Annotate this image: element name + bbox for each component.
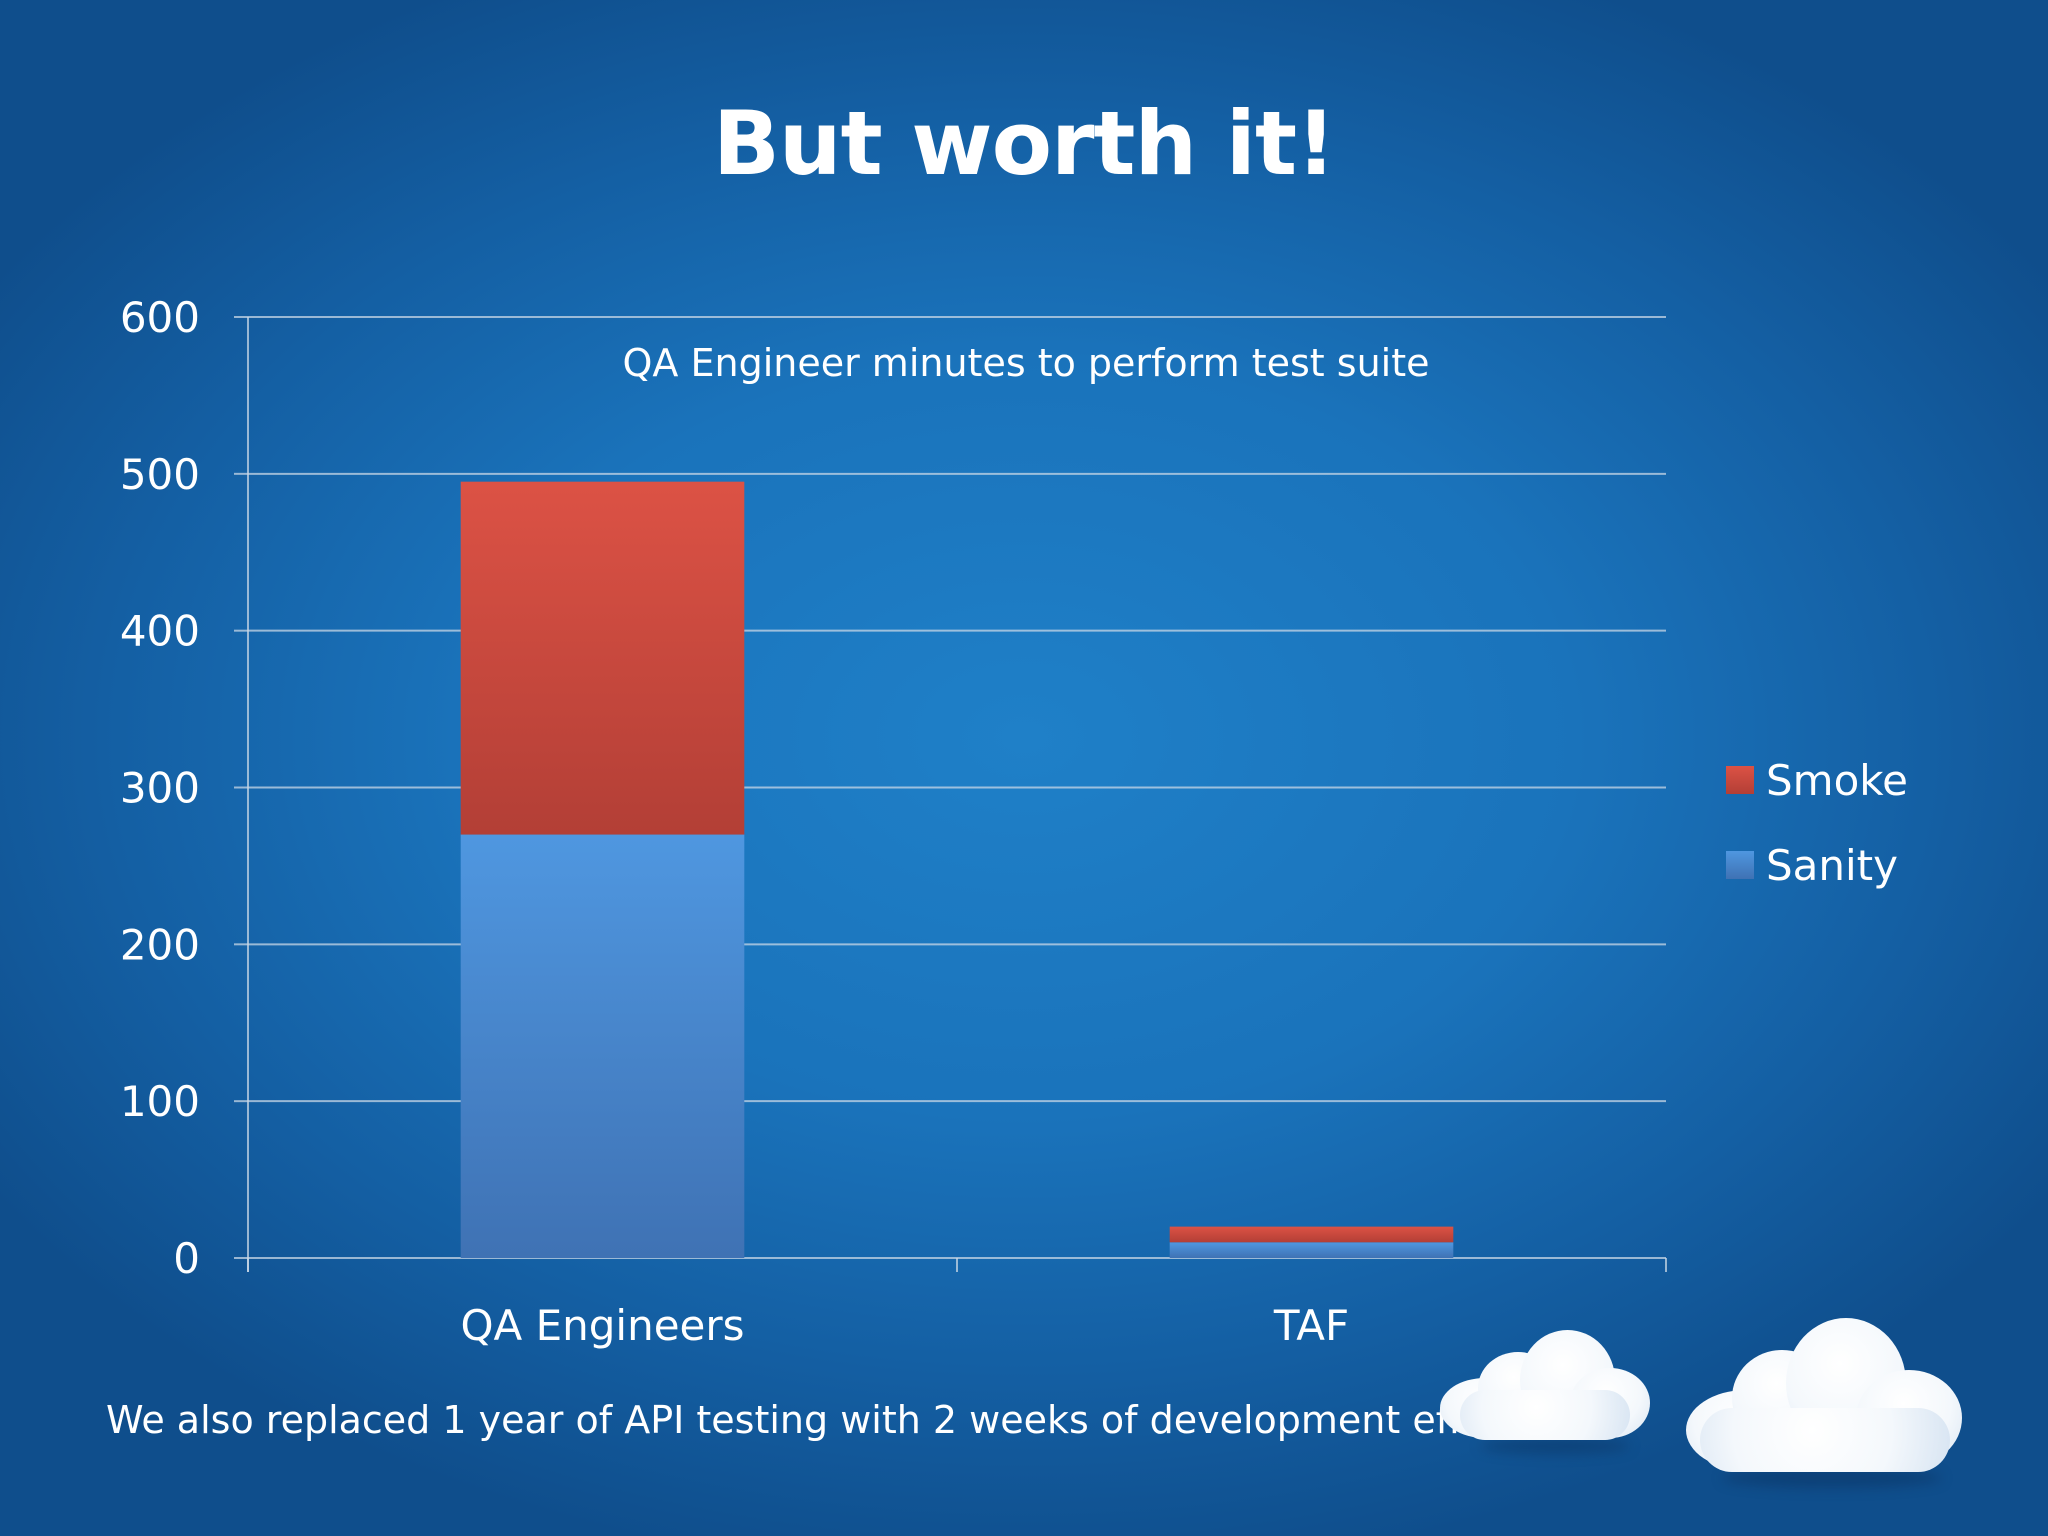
bars	[460, 481, 1454, 1258]
legend-label-sanity: Sanity	[1766, 841, 1898, 890]
cloud-small-icon	[1440, 1330, 1650, 1460]
y-tick-label: 400	[120, 607, 200, 656]
bar-sanity-taf	[1169, 1242, 1454, 1258]
y-tick-label: 600	[120, 293, 200, 342]
chart-title: QA Engineer minutes to perform test suit…	[623, 341, 1430, 385]
legend-label-smoke: Smoke	[1766, 756, 1908, 805]
y-tick-label: 200	[120, 920, 200, 969]
bar-smoke-qa-engineers	[460, 481, 745, 835]
bar-sanity-qa-engineers	[460, 834, 745, 1258]
x-category-label: QA Engineers	[460, 1301, 744, 1350]
bar-smoke-taf	[1169, 1226, 1454, 1243]
y-tick-label: 100	[120, 1077, 200, 1126]
labels: 0 100 200 300 400 500 600 QA Engineers TAF	[120, 293, 1349, 1350]
y-tick-label: 0	[173, 1234, 200, 1283]
legend-swatch-sanity	[1726, 851, 1754, 879]
legend-swatch-smoke	[1726, 766, 1754, 794]
x-category-label: TAF	[1273, 1301, 1349, 1350]
y-tick-label: 500	[120, 450, 200, 499]
footer-note: We also replaced 1 year of API testing w…	[106, 1398, 1516, 1442]
legend: Smoke Sanity	[1726, 756, 1908, 890]
axes	[234, 316, 1667, 1272]
slide-title: But worth it!	[712, 92, 1336, 195]
cloud-large-icon	[1686, 1318, 1962, 1498]
y-tick-label: 300	[120, 764, 200, 813]
